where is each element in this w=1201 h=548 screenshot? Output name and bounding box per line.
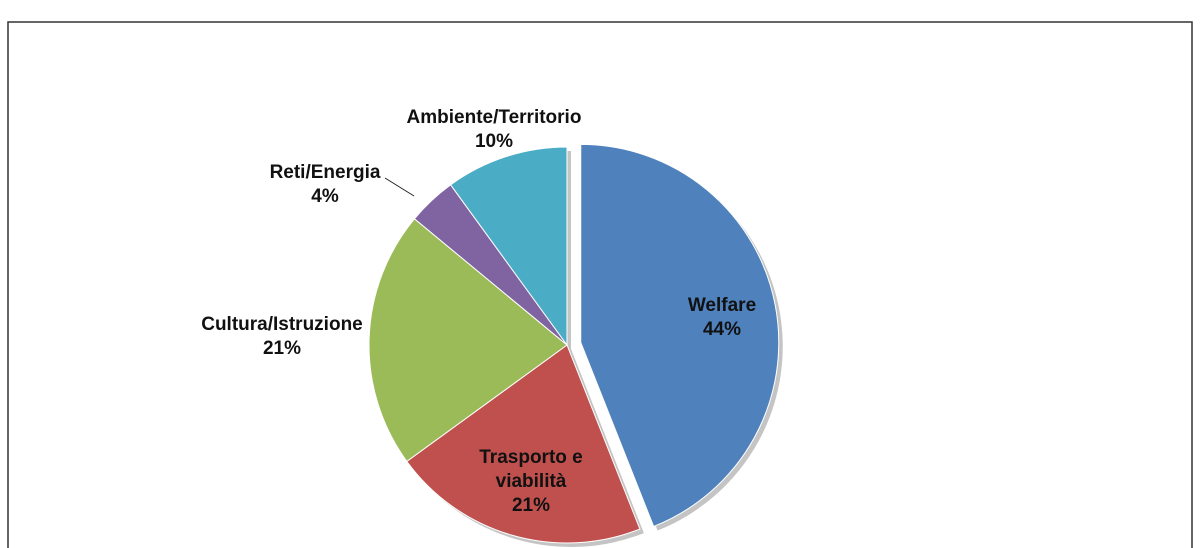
pie-slice [368, 218, 568, 463]
category-label: Cultura/Istruzione [201, 314, 363, 335]
leader-line [384, 177, 415, 197]
slice-label: Welfare 44% [662, 294, 782, 342]
chart-frame [7, 21, 1193, 548]
category-label: Welfare [687, 295, 757, 316]
slice-label: Cultura/Istruzione 21% [172, 313, 392, 361]
slice-label: Reti/Energia 4% [245, 161, 405, 209]
category-label: Ambiente/Territorio [406, 107, 582, 128]
category-label: Reti/Energia [269, 162, 381, 183]
value-label: 21% [511, 495, 551, 516]
value-label: 21% [262, 338, 302, 359]
value-label: 44% [702, 319, 742, 340]
value-label: 10% [474, 131, 514, 152]
pie-slice [449, 146, 568, 347]
slice-label: Trasporto e viabilità 21% [466, 446, 596, 518]
pie-slice [406, 344, 641, 544]
category-label: Trasporto e viabilità [479, 447, 583, 492]
value-label: 4% [311, 186, 339, 207]
slice-label: Ambiente/Territorio 10% [374, 106, 614, 154]
pie-slice [580, 143, 780, 528]
